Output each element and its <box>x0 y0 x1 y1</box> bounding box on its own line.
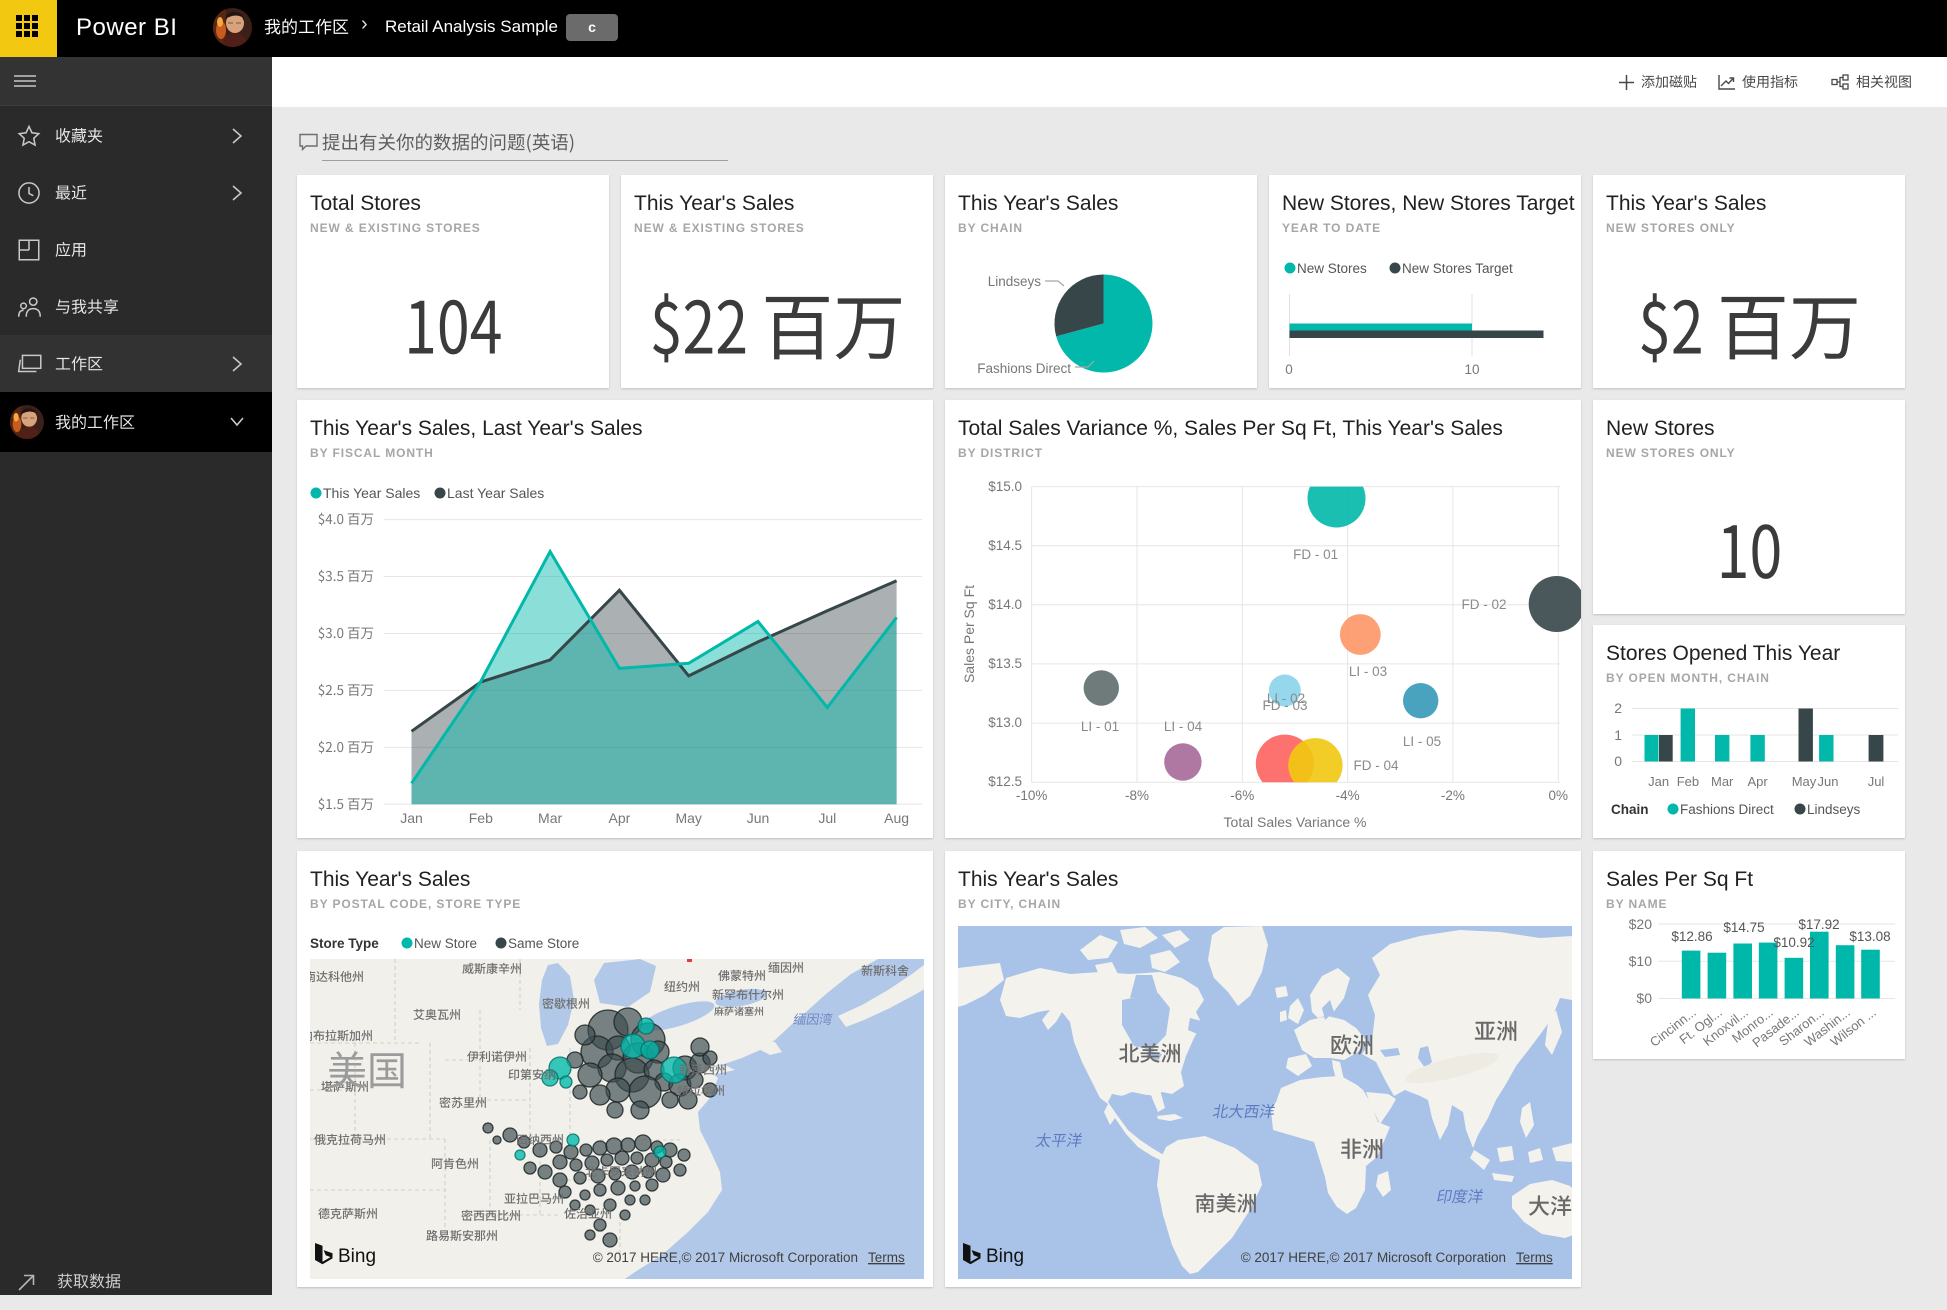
svg-text:0%: 0% <box>1549 788 1569 803</box>
svg-text:$13.0: $13.0 <box>988 715 1022 730</box>
svg-text:$17.92: $17.92 <box>1798 917 1839 932</box>
svg-text:Terms: Terms <box>1516 1250 1553 1265</box>
svg-text:May: May <box>1792 774 1817 789</box>
svg-text:-10%: -10% <box>1016 788 1048 803</box>
svg-text:0: 0 <box>1285 362 1293 377</box>
svg-text:FD - 01: FD - 01 <box>1293 547 1338 562</box>
svg-text:$20: $20 <box>1629 916 1653 932</box>
svg-text:Lindseys: Lindseys <box>1807 802 1861 817</box>
svg-text:$10.92: $10.92 <box>1773 935 1814 950</box>
svg-text:Same Store: Same Store <box>508 936 579 951</box>
svg-text:1: 1 <box>1614 727 1622 743</box>
svg-text:LI - 03: LI - 03 <box>1349 664 1387 679</box>
svg-text:Aug: Aug <box>884 810 909 826</box>
svg-text:© 2017 HERE,© 2017 Microsoft C: © 2017 HERE,© 2017 Microsoft Corporation <box>1241 1250 1506 1265</box>
svg-text:© 2017 HERE,© 2017 Microsoft C: © 2017 HERE,© 2017 Microsoft Corporation <box>593 1250 858 1265</box>
svg-text:New Stores: New Stores <box>1297 261 1367 276</box>
svg-text:-4%: -4% <box>1336 788 1360 803</box>
svg-text:10: 10 <box>1464 362 1479 377</box>
svg-text:Jun: Jun <box>1818 774 1839 789</box>
svg-text:May: May <box>675 810 701 826</box>
svg-text:$14.5: $14.5 <box>988 538 1022 553</box>
svg-text:$13.5: $13.5 <box>988 656 1022 671</box>
svg-text:Jan: Jan <box>1648 774 1669 789</box>
svg-text:Bing: Bing <box>986 1246 1024 1267</box>
svg-text:Jan: Jan <box>400 810 423 826</box>
svg-text:This Year Sales: This Year Sales <box>323 485 420 501</box>
svg-text:Feb: Feb <box>469 810 493 826</box>
svg-text:-8%: -8% <box>1125 788 1149 803</box>
svg-text:$14.0: $14.0 <box>988 597 1022 612</box>
svg-text:Mar: Mar <box>1711 774 1734 789</box>
svg-text:Fashions Direct: Fashions Direct <box>1680 802 1774 817</box>
svg-text:Fashions Direct: Fashions Direct <box>977 361 1071 376</box>
svg-text:$0: $0 <box>1636 990 1652 1006</box>
svg-text:FD - 02: FD - 02 <box>1461 597 1506 612</box>
svg-text:Store Type: Store Type <box>310 936 379 951</box>
svg-text:Chain: Chain <box>1611 802 1649 817</box>
svg-text:$14.75: $14.75 <box>1723 920 1764 935</box>
svg-text:2: 2 <box>1614 700 1622 716</box>
svg-text:0: 0 <box>1614 753 1622 769</box>
svg-text:LI - 01: LI - 01 <box>1081 719 1119 734</box>
svg-text:$15.0: $15.0 <box>988 479 1022 494</box>
svg-text:Mar: Mar <box>538 810 562 826</box>
svg-text:Apr: Apr <box>1747 774 1768 789</box>
svg-text:LI - 02: LI - 02 <box>1267 691 1305 706</box>
svg-text:LI - 05: LI - 05 <box>1403 734 1441 749</box>
svg-text:FD - 04: FD - 04 <box>1353 758 1399 773</box>
svg-text:Apr: Apr <box>609 810 631 826</box>
svg-text:Terms: Terms <box>868 1250 905 1265</box>
svg-text:Jun: Jun <box>747 810 770 826</box>
svg-text:-6%: -6% <box>1230 788 1254 803</box>
svg-text:Last Year Sales: Last Year Sales <box>447 485 544 501</box>
svg-text:$12.5: $12.5 <box>988 774 1022 789</box>
svg-text:-2%: -2% <box>1441 788 1465 803</box>
svg-text:LI - 04: LI - 04 <box>1164 719 1203 734</box>
svg-text:New Store: New Store <box>414 936 477 951</box>
svg-text:FD - 03: FD - 03 <box>1262 698 1307 713</box>
svg-text:Feb: Feb <box>1677 774 1699 789</box>
svg-text:Jul: Jul <box>1868 774 1885 789</box>
svg-text:$13.08: $13.08 <box>1849 929 1890 944</box>
svg-text:Bing: Bing <box>338 1246 376 1267</box>
svg-text:Sales Per Sq Ft: Sales Per Sq Ft <box>961 585 977 683</box>
svg-text:$10: $10 <box>1629 953 1653 969</box>
svg-text:Lindseys: Lindseys <box>988 274 1042 289</box>
svg-text:Jul: Jul <box>818 810 836 826</box>
svg-text:Total Sales Variance %: Total Sales Variance % <box>1224 814 1367 830</box>
svg-text:$12.86: $12.86 <box>1671 929 1712 944</box>
svg-text:New Stores Target: New Stores Target <box>1402 261 1513 276</box>
